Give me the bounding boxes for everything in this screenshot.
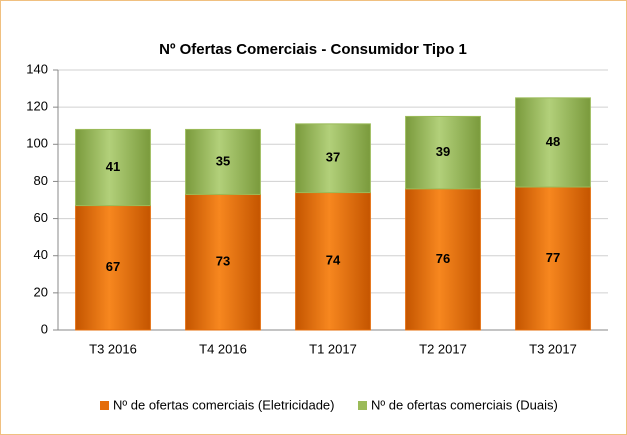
legend-label: Nº de ofertas comerciais (Eletricidade) [113, 397, 335, 412]
legend-label: Nº de ofertas comerciais (Duais) [371, 397, 558, 412]
bar-segment [405, 188, 481, 331]
y-tick-label: 80 [34, 173, 48, 188]
bar-segment [75, 128, 151, 207]
data-label: 48 [546, 134, 560, 149]
y-tick-label: 0 [41, 321, 48, 336]
data-label: 35 [216, 153, 230, 168]
chart-title: Nº Ofertas Comerciais - Consumidor Tipo … [159, 41, 467, 58]
data-label: 77 [546, 250, 560, 265]
y-tick-label: 40 [34, 247, 48, 262]
data-label: 73 [216, 254, 230, 269]
x-tick-label: T4 2016 [199, 341, 247, 356]
bar-segment [295, 192, 371, 331]
bar-segment [515, 97, 591, 188]
y-tick-label: 140 [26, 61, 48, 76]
x-tick-label: T3 2016 [89, 341, 137, 356]
data-label: 41 [106, 159, 120, 174]
y-tick-label: 100 [26, 136, 48, 151]
data-label: 37 [326, 150, 340, 165]
y-tick-label: 60 [34, 210, 48, 225]
legend-swatch [100, 401, 109, 410]
data-label: 74 [326, 253, 341, 268]
bar-segment [185, 193, 261, 331]
bar-segment [405, 115, 481, 190]
data-label: 39 [436, 144, 450, 159]
bar-segment [295, 123, 371, 194]
bar-segment [185, 128, 261, 195]
legend-swatch [358, 401, 367, 410]
data-label: 76 [436, 251, 450, 266]
y-tick-label: 120 [26, 99, 48, 114]
y-tick-label: 20 [34, 284, 48, 299]
x-tick-label: T3 2017 [529, 341, 577, 356]
bar-segment [515, 186, 591, 331]
x-tick-label: T2 2017 [419, 341, 467, 356]
x-tick-label: T1 2017 [309, 341, 357, 356]
data-label: 67 [106, 259, 120, 274]
